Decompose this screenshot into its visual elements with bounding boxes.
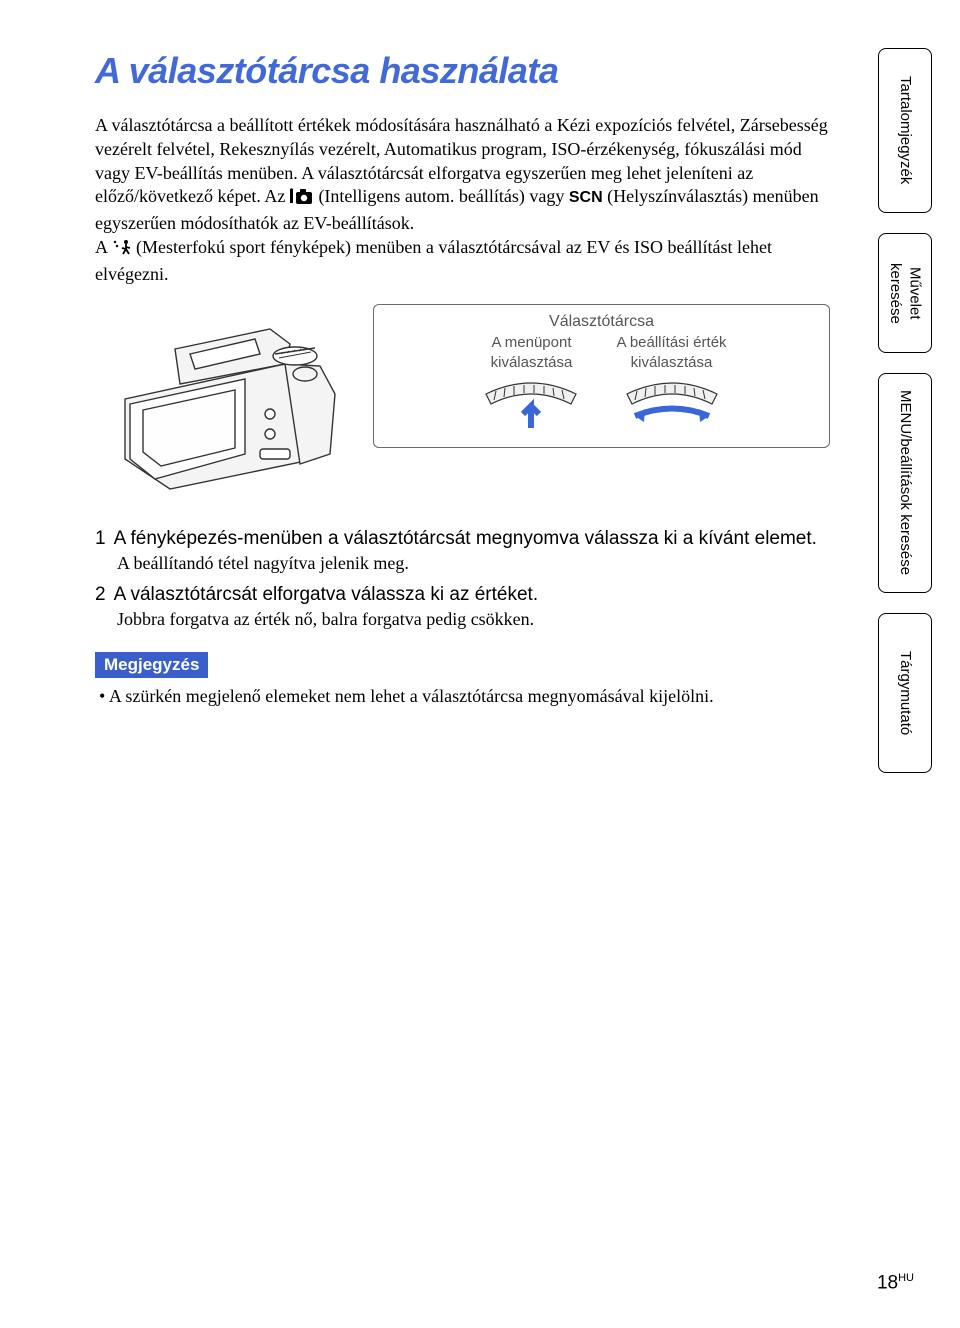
tab-index[interactable]: Tárgymutató [878, 613, 932, 773]
tab-toc[interactable]: Tartalomjegyzék [878, 48, 932, 213]
intro-paragraph: A választótárcsa a beállított értékek mó… [95, 114, 830, 236]
step-1-num: 1 [95, 528, 106, 550]
sport-icon [112, 239, 132, 263]
dial-info-box: Választótárcsa A menüpont kiválasztása [373, 304, 830, 448]
dial-box-title: Választótárcsa [549, 313, 654, 331]
intro-text-5: (Mesterfokú sport fényképek) menüben a v… [95, 237, 772, 284]
step-2: 2 A választótárcsát elforgatva válassza … [95, 584, 830, 630]
diagram-area: Választótárcsa A menüpont kiválasztása [95, 304, 830, 504]
scn-icon: SCN [569, 189, 603, 206]
note-badge: Megjegyzés [95, 652, 208, 678]
step-1-head: A fényképezés-menüben a választótárcsát … [114, 528, 817, 550]
page-number-value: 18 [877, 1272, 898, 1293]
page-number-lang: HU [898, 1272, 914, 1284]
step-2-head: A választótárcsát elforgatva válassza ki… [114, 584, 539, 606]
step-1: 1 A fényképezés-menüben a választótárcsá… [95, 528, 830, 574]
dial-right-l1: A beállítási érték [616, 333, 726, 353]
note-item: A szürkén megjelenő elemeket nem lehet a… [95, 686, 830, 707]
dial-left-column: A menüpont kiválasztása [476, 333, 586, 437]
tab-menu-search[interactable]: MENU/beállítások keresése [878, 373, 932, 593]
step-2-num: 2 [95, 584, 106, 606]
tab-toc-label: Tartalomjegyzék [895, 76, 915, 184]
dial-right-column: A beállítási érték kiválasztása [616, 333, 726, 437]
tab-op-label: Művelet keresése [886, 248, 925, 338]
step-2-sub: Jobbra forgatva az érték nő, balra forga… [117, 609, 830, 630]
tab-index-label: Tárgymutató [895, 651, 915, 735]
page-title: A választótárcsa használata [95, 50, 830, 92]
dial-left-l1: A menüpont [476, 333, 586, 353]
intro-paragraph-2: A (Mesterfokú sport fényképek) menüben a… [95, 236, 830, 287]
intro-text-2: (Intelligens autom. beállítás) vagy [314, 186, 569, 206]
dial-press-icon [476, 376, 586, 431]
step-list: 1 A fényképezés-menüben a választótárcsá… [95, 528, 830, 630]
page-number: 18HU [877, 1272, 914, 1294]
dial-rotate-icon [617, 376, 727, 431]
dial-right-l2: kiválasztása [616, 353, 726, 373]
tab-menu-label: MENU/beállítások keresése [895, 390, 915, 575]
camera-illustration [95, 304, 355, 504]
dial-left-l2: kiválasztása [476, 353, 586, 373]
step-1-sub: A beállítandó tétel nagyítva jelenik meg… [117, 553, 830, 574]
side-tabs: Tartalomjegyzék Művelet keresése MENU/be… [878, 48, 932, 773]
tab-operation-search[interactable]: Művelet keresése [878, 233, 932, 353]
intelligent-auto-icon [290, 188, 314, 212]
intro-text-4: A [95, 237, 112, 257]
